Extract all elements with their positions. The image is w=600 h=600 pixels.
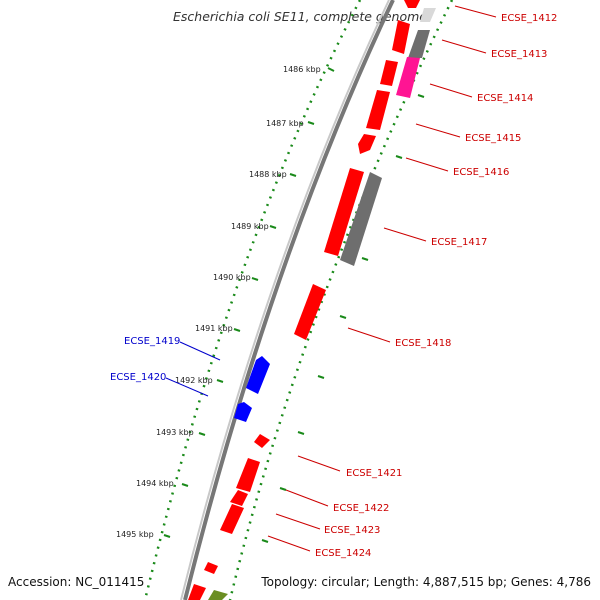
gene-pseudo-1413[interactable]: [408, 30, 430, 58]
gene-ecse-1422[interactable]: [236, 458, 260, 492]
gene-ecse-1419[interactable]: [246, 356, 270, 394]
leader-line: [429, 83, 473, 98]
gene-label-ecse-1416[interactable]: ECSE_1416: [453, 167, 509, 178]
kbp-label: 1490 kbp: [213, 273, 251, 282]
gene-ecse-1423[interactable]: [230, 490, 248, 506]
gene-label-ecse-1417[interactable]: ECSE_1417: [431, 237, 487, 248]
gene-label-ecse-1420[interactable]: ECSE_1420: [110, 372, 166, 383]
leader-line: [415, 123, 461, 138]
kbp-label: 1495 kbp: [116, 530, 154, 539]
gene-ecse-1418[interactable]: [294, 284, 326, 340]
leader-line: [285, 489, 329, 507]
kbp-tick-mark: [163, 534, 171, 538]
leader-line: [383, 227, 427, 242]
gene-label-ecse-1412[interactable]: ECSE_1412: [501, 13, 557, 24]
leader-line: [179, 341, 221, 361]
inner-tick-mark: [297, 431, 305, 435]
leader-line: [454, 5, 497, 18]
gene-ecse-1412[interactable]: [404, 0, 420, 8]
gene-label-ecse-1424[interactable]: ECSE_1424: [315, 548, 371, 559]
inner-tick-mark: [395, 155, 403, 159]
leader-line: [441, 39, 487, 54]
gene-bottom-olive[interactable]: [208, 590, 228, 600]
kbp-label: 1487 kbp: [266, 119, 304, 128]
kbp-tick-mark: [233, 328, 241, 332]
kbp-label: 1489 kbp: [231, 222, 269, 231]
kbp-tick-mark: [251, 277, 259, 281]
outer-tick-ring: [143, 0, 362, 600]
inner-tick-mark: [317, 375, 325, 379]
genome-backbone-shadow: [180, 0, 390, 600]
gene-label-ecse-1419[interactable]: ECSE_1419: [124, 336, 180, 347]
gene-label-ecse-1415[interactable]: ECSE_1415: [465, 133, 521, 144]
gene-ecse-1414[interactable]: [396, 57, 420, 98]
inner-tick-mark: [361, 257, 369, 261]
inner-tick-mark: [339, 315, 347, 319]
gene-forward-a[interactable]: [380, 60, 398, 86]
topology-text: Topology: circular; Length: 4,887,515 bp…: [261, 575, 591, 589]
gene-bottom-b[interactable]: [188, 584, 206, 600]
kbp-tick-mark: [181, 483, 189, 487]
leader-line: [275, 513, 321, 530]
kbp-tick-mark: [327, 67, 335, 72]
map-title: Escherichia coli SE11, complete genome: [173, 9, 427, 24]
leader-line: [347, 327, 391, 343]
gene-ecse-1415[interactable]: [366, 90, 390, 130]
kbp-label: 1491 kbp: [195, 324, 233, 333]
kbp-label: 1492 kbp: [175, 376, 213, 385]
gene-pseudo-1412b[interactable]: [420, 8, 436, 22]
kbp-tick-mark: [269, 225, 277, 229]
gene-ecse-1413[interactable]: [392, 20, 410, 54]
kbp-label: 1488 kbp: [249, 170, 287, 179]
accession-text: Accession: NC_011415: [8, 575, 145, 589]
kbp-label: 1493 kbp: [156, 428, 194, 437]
gene-ecse-1424[interactable]: [220, 504, 244, 534]
gene-ecse-1417[interactable]: [324, 168, 364, 256]
leader-line: [267, 535, 311, 552]
gene-label-ecse-1421[interactable]: ECSE_1421: [346, 468, 402, 479]
gene-label-ecse-1414[interactable]: ECSE_1414: [477, 93, 533, 104]
gene-bottom-a[interactable]: [204, 562, 218, 574]
kbp-tick-mark: [198, 432, 206, 436]
gene-label-ecse-1413[interactable]: ECSE_1413: [491, 49, 547, 60]
inner-tick-mark: [417, 94, 425, 98]
inner-tick-mark: [279, 487, 287, 491]
kbp-tick-mark: [216, 379, 224, 383]
gene-ecse-1415b[interactable]: [358, 134, 376, 154]
leader-line: [405, 157, 449, 172]
inner-tick-mark: [261, 539, 269, 543]
gene-ecse-1421[interactable]: [254, 434, 270, 448]
gene-ecse-1420[interactable]: [234, 402, 252, 422]
gene-label-ecse-1418[interactable]: ECSE_1418: [395, 338, 451, 349]
kbp-tick-mark: [289, 173, 297, 177]
leader-line: [297, 455, 341, 472]
gene-label-ecse-1423[interactable]: ECSE_1423: [324, 525, 380, 536]
kbp-tick-mark: [307, 121, 315, 125]
kbp-label: 1486 kbp: [283, 65, 321, 74]
genome-backbone: [183, 0, 395, 600]
kbp-label: 1494 kbp: [136, 479, 174, 488]
gene-label-ecse-1422[interactable]: ECSE_1422: [333, 503, 389, 514]
gene-pseudo-1417[interactable]: [340, 172, 382, 266]
leader-line: [165, 377, 209, 397]
